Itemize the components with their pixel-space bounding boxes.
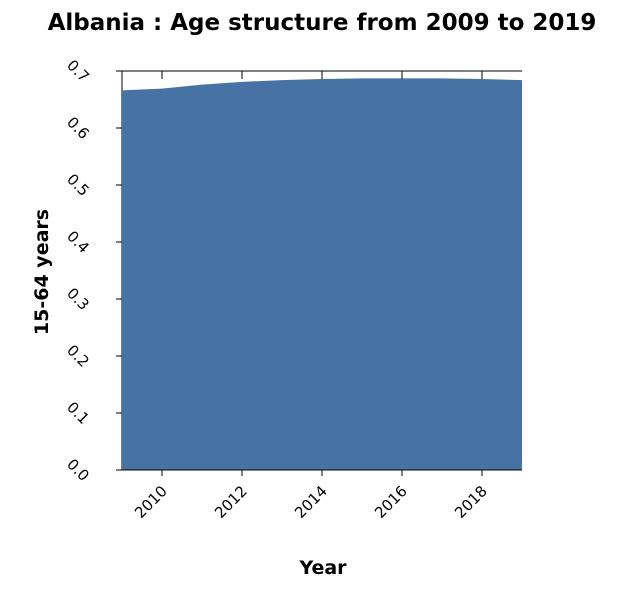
y-tick-label: 0.3 <box>63 284 93 314</box>
y-tick-label: 0.6 <box>63 113 93 143</box>
x-tick-label: 2010 <box>131 482 171 522</box>
y-axis: 0.0 0.1 0.2 0.3 0.4 0.5 0.6 0.7 <box>63 56 122 485</box>
x-tick-label: 2012 <box>211 482 251 522</box>
x-axis-label: Year <box>298 557 347 579</box>
y-tick-label: 0.4 <box>63 227 93 257</box>
y-tick-label: 0.0 <box>63 455 93 485</box>
y-tick-label: 0.7 <box>63 56 93 86</box>
x-tick-label: 2018 <box>451 482 491 522</box>
x-tick-label: 2014 <box>291 482 331 522</box>
y-tick-label: 0.5 <box>63 170 93 200</box>
chart-title: Albania : Age structure from 2009 to 201… <box>48 10 597 36</box>
x-tick-label: 2016 <box>371 482 411 522</box>
y-tick-label: 0.2 <box>63 341 93 371</box>
plot-area <box>122 71 522 470</box>
area-series-0 <box>122 78 522 470</box>
y-tick-label: 0.1 <box>63 398 93 428</box>
y-axis-label: 15-64 years <box>31 209 53 335</box>
